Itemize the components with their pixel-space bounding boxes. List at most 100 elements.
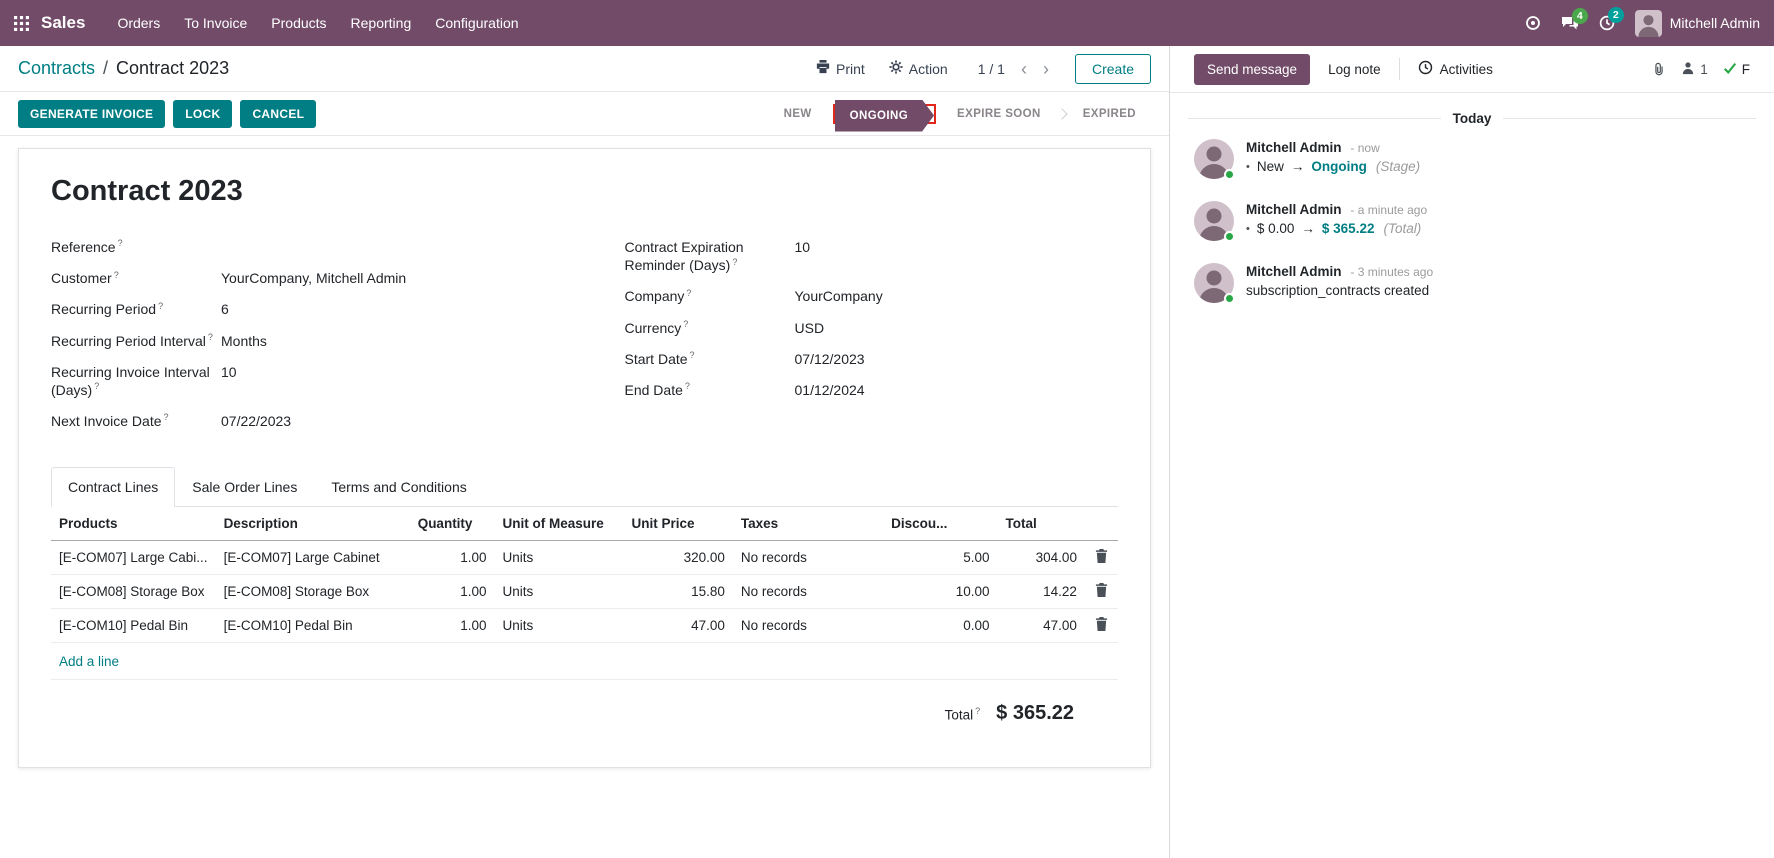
topbar-divider xyxy=(1398,58,1400,80)
field-value[interactable]: 10 xyxy=(221,363,237,380)
online-status-dot xyxy=(1224,293,1235,304)
cell-description[interactable]: [E-COM08] Storage Box xyxy=(215,574,410,610)
cancel-button[interactable]: CANCEL xyxy=(240,99,317,128)
field-next-invoice-date: Next Invoice Date? 07/22/2023 xyxy=(51,412,545,430)
nav-menu-to-invoice[interactable]: To Invoice xyxy=(184,15,248,31)
field-label: Next Invoice Date xyxy=(51,413,162,430)
contract-line-row[interactable]: [E-COM07] Large Cabi... [E-COM07] Large … xyxy=(51,540,1118,576)
create-button[interactable]: Create xyxy=(1074,53,1151,84)
contract-line-row[interactable]: [E-COM08] Storage Box [E-COM08] Storage … xyxy=(51,574,1118,610)
stage-new[interactable]: NEW xyxy=(783,107,812,120)
cell-taxes[interactable]: No records xyxy=(732,540,884,576)
avatar[interactable] xyxy=(1194,201,1235,242)
delete-line-button[interactable] xyxy=(1093,549,1110,566)
nav-menu-reporting[interactable]: Reporting xyxy=(350,15,412,31)
messages-icon[interactable]: 4 xyxy=(1561,7,1588,31)
field-value[interactable]: 01/12/2024 xyxy=(794,381,865,398)
field-value[interactable]: 07/22/2023 xyxy=(221,413,292,430)
notebook-tabs: Contract Lines Sale Order Lines Terms an… xyxy=(51,467,1118,508)
cell-total[interactable]: 14.22 xyxy=(997,574,1085,610)
cell-uom[interactable]: Units xyxy=(494,608,624,644)
stage-expired[interactable]: EXPIRED xyxy=(1082,107,1136,120)
nav-menu-orders[interactable]: Orders xyxy=(117,15,161,31)
cell-quantity[interactable]: 1.00 xyxy=(409,574,495,610)
tab-sale-order-lines[interactable]: Sale Order Lines xyxy=(192,479,298,496)
pager-next-icon[interactable]: › xyxy=(1042,58,1049,79)
cell-description[interactable]: [E-COM10] Pedal Bin xyxy=(215,608,410,644)
tracking-change: • New → Ongoing (Stage) xyxy=(1246,159,1420,174)
print-button[interactable]: Print xyxy=(816,60,865,77)
field-value[interactable]: Months xyxy=(221,332,267,349)
cell-discount[interactable]: 10.00 xyxy=(883,574,998,610)
cell-total[interactable]: 304.00 xyxy=(997,540,1085,576)
field-value[interactable]: 10 xyxy=(794,239,811,255)
stage-ongoing[interactable]: ONGOING xyxy=(835,100,934,132)
activities-button[interactable]: Activities xyxy=(1418,60,1493,78)
nav-menu-configuration[interactable]: Configuration xyxy=(435,15,519,31)
log-note-button[interactable]: Log note xyxy=(1328,61,1381,77)
app-name[interactable]: Sales xyxy=(41,13,86,32)
nav-menu-products[interactable]: Products xyxy=(271,15,327,31)
followers-person-icon xyxy=(1681,61,1695,78)
action-button[interactable]: Action xyxy=(889,60,948,77)
field-value[interactable] xyxy=(221,238,545,256)
field-value[interactable]: 07/12/2023 xyxy=(794,350,865,367)
messages-badge: 4 xyxy=(1571,7,1588,24)
field-value[interactable]: YourCompany, Mitchell Admin xyxy=(221,270,407,287)
cell-unit-price[interactable]: 47.00 xyxy=(623,608,733,644)
attachment-paperclip-icon[interactable] xyxy=(1652,62,1666,77)
tracking-change: • $ 0.00 → $ 365.22 (Total) xyxy=(1246,221,1427,236)
delete-line-button[interactable] xyxy=(1093,617,1110,634)
apps-grid-icon[interactable] xyxy=(14,15,29,31)
avatar[interactable] xyxy=(1194,139,1235,180)
print-label: Print xyxy=(836,60,865,77)
chatter-body: Today Mitchell Admin - now • New → xyxy=(1170,93,1774,322)
add-a-line-link[interactable]: Add a line xyxy=(59,654,120,670)
cell-taxes[interactable]: No records xyxy=(732,608,884,644)
cell-quantity[interactable]: 1.00 xyxy=(409,608,495,644)
delete-line-button[interactable] xyxy=(1093,583,1110,600)
top-navbar: Sales Orders To Invoice Products Reporti… xyxy=(0,0,1774,46)
cell-total[interactable]: 47.00 xyxy=(997,608,1085,644)
field-value[interactable]: USD xyxy=(794,319,825,336)
avatar[interactable] xyxy=(1194,263,1235,304)
lock-button[interactable]: LOCK xyxy=(173,99,233,128)
cell-quantity[interactable]: 1.00 xyxy=(409,540,495,576)
cell-discount[interactable]: 0.00 xyxy=(883,608,998,644)
cell-unit-price[interactable]: 15.80 xyxy=(623,574,733,610)
breadcrumb-contracts-link[interactable]: Contracts xyxy=(18,58,96,78)
cell-discount[interactable]: 5.00 xyxy=(883,540,998,576)
send-message-button[interactable]: Send message xyxy=(1194,53,1311,85)
cell-uom[interactable]: Units xyxy=(494,540,624,576)
tab-terms-and-conditions[interactable]: Terms and Conditions xyxy=(331,479,467,496)
field-label: Recurring Invoice Interval (Days) xyxy=(51,363,210,398)
arrow-icon: → xyxy=(1290,159,1305,174)
cell-products[interactable]: [E-COM08] Storage Box xyxy=(51,574,216,610)
contract-line-row[interactable]: [E-COM10] Pedal Bin [E-COM10] Pedal Bin … xyxy=(51,608,1118,644)
user-menu[interactable]: Mitchell Admin xyxy=(1634,9,1760,37)
cell-description[interactable]: [E-COM07] Large Cabinet xyxy=(215,540,410,576)
cell-products[interactable]: [E-COM07] Large Cabi... xyxy=(51,540,216,576)
cell-uom[interactable]: Units xyxy=(494,574,624,610)
field-value[interactable]: YourCompany xyxy=(794,288,883,305)
activities-icon[interactable]: 2 xyxy=(1599,7,1624,31)
field-contract-expiration-reminder: Contract Expiration Reminder (Days)? 10 xyxy=(625,238,1119,274)
field-company: Company? YourCompany xyxy=(625,287,1119,305)
support-icon[interactable] xyxy=(1525,15,1541,31)
stage-expire-soon[interactable]: EXPIRE SOON xyxy=(957,107,1041,120)
cell-unit-price[interactable]: 320.00 xyxy=(623,540,733,576)
following-button[interactable]: F xyxy=(1723,61,1750,78)
gear-icon xyxy=(889,60,903,77)
followers-button[interactable]: 1 xyxy=(1681,61,1708,78)
tab-contract-lines[interactable]: Contract Lines xyxy=(51,467,176,508)
generate-invoice-button[interactable]: GENERATE INVOICE xyxy=(18,99,166,128)
cell-taxes[interactable]: No records xyxy=(732,574,884,610)
field-value[interactable]: 6 xyxy=(221,301,229,318)
help-icon: ? xyxy=(689,350,695,361)
page-title[interactable]: Contract 2023 xyxy=(51,175,243,207)
pager-previous-icon[interactable]: ‹ xyxy=(1020,58,1027,79)
following-label: F xyxy=(1741,61,1750,77)
field-recurring-period-interval: Recurring Period Interval? Months xyxy=(51,332,545,350)
field-reference: Reference? xyxy=(51,238,545,256)
cell-products[interactable]: [E-COM10] Pedal Bin xyxy=(51,608,216,644)
